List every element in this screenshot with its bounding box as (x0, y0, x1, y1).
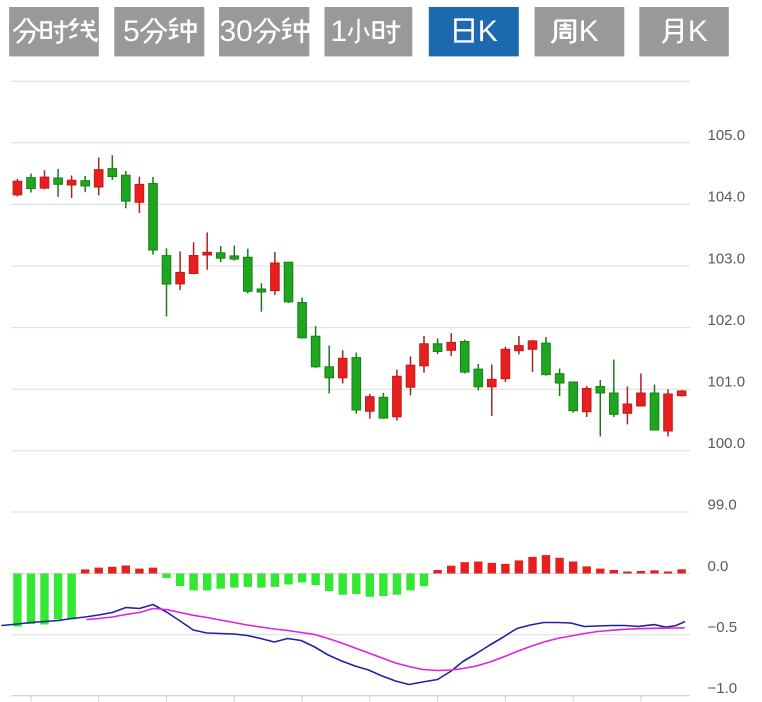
svg-text:104.0: 104.0 (708, 189, 746, 206)
svg-text:0.0: 0.0 (708, 558, 729, 575)
svg-text:K: K (478, 15, 498, 48)
svg-text:−1.0: −1.0 (708, 680, 738, 697)
svg-text:1: 1 (331, 15, 348, 48)
svg-text:K: K (579, 15, 599, 48)
svg-text:K: K (688, 15, 708, 48)
svg-text:30: 30 (220, 15, 253, 48)
svg-text:102.0: 102.0 (708, 312, 746, 329)
svg-text:99.0: 99.0 (708, 496, 737, 513)
svg-text:5: 5 (123, 15, 140, 48)
svg-text:105.0: 105.0 (708, 127, 746, 144)
svg-text:100.0: 100.0 (708, 435, 746, 452)
svg-text:101.0: 101.0 (708, 374, 746, 391)
svg-text:−0.5: −0.5 (708, 619, 738, 636)
svg-text:103.0: 103.0 (708, 250, 746, 267)
